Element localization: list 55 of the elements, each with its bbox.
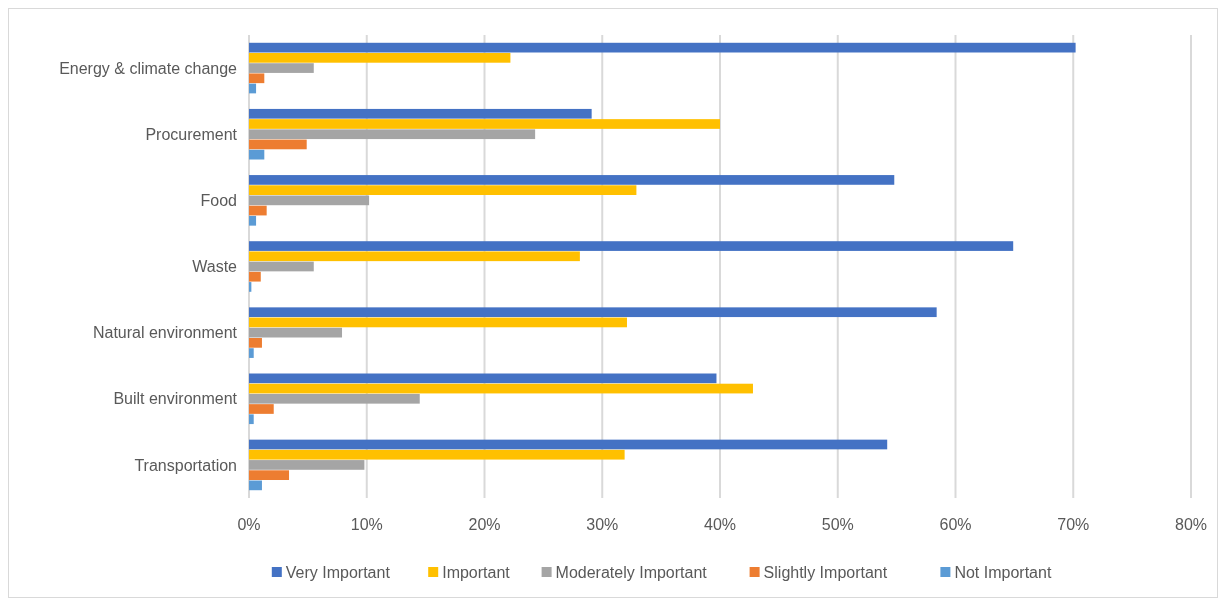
bar — [249, 205, 267, 216]
y-tick-label: Built environment — [113, 390, 238, 408]
bar — [249, 338, 262, 348]
y-tick-label: Transportation — [134, 456, 237, 474]
bar — [249, 261, 314, 272]
bar — [249, 373, 717, 384]
bar — [249, 195, 370, 206]
bar — [249, 307, 937, 318]
bar — [249, 460, 365, 470]
legend-label: Important — [442, 563, 511, 581]
bar — [249, 470, 290, 480]
x-tick-label: 0% — [237, 516, 261, 533]
y-tick-label: Natural environment — [92, 324, 238, 342]
x-tick-label: 70% — [1057, 516, 1090, 533]
bar — [249, 175, 895, 185]
bar — [249, 63, 314, 73]
bar — [249, 185, 637, 195]
bar — [249, 480, 262, 491]
x-tick-label: 10% — [350, 516, 383, 533]
bar — [249, 251, 580, 262]
bar — [249, 139, 307, 150]
y-tick-label: Energy & climate change — [59, 59, 238, 77]
bar — [249, 73, 265, 84]
x-tick-label: 30% — [586, 516, 619, 533]
bar — [249, 404, 274, 414]
bar — [249, 108, 592, 119]
legend-label: Very Important — [285, 563, 391, 581]
bar — [249, 414, 254, 425]
bar — [249, 327, 343, 338]
bar — [249, 449, 625, 460]
y-tick-label: Food — [200, 191, 237, 209]
legend-label: Not Important — [954, 563, 1052, 581]
x-tick-label: 20% — [468, 516, 501, 533]
bar — [249, 383, 753, 394]
bar — [249, 53, 511, 63]
x-tick-label: 50% — [821, 516, 854, 533]
bar — [249, 83, 257, 94]
legend-label: Moderately Important — [555, 563, 708, 581]
bar — [249, 42, 1076, 53]
bar — [249, 149, 265, 160]
y-tick-label: Procurement — [145, 125, 238, 143]
bar — [249, 317, 627, 328]
x-tick-label: 40% — [703, 516, 737, 533]
bar — [249, 241, 1014, 251]
x-tick-label: 80% — [1174, 516, 1208, 533]
bar — [249, 393, 420, 404]
y-tick-label: Waste — [192, 258, 238, 276]
bar — [249, 271, 261, 282]
bar — [249, 129, 536, 140]
bar — [249, 119, 720, 129]
bar — [249, 215, 257, 226]
x-tick-label: 60% — [939, 516, 972, 533]
bar — [249, 348, 254, 358]
bar — [249, 439, 888, 450]
legend-label: Slightly Important — [763, 563, 888, 581]
